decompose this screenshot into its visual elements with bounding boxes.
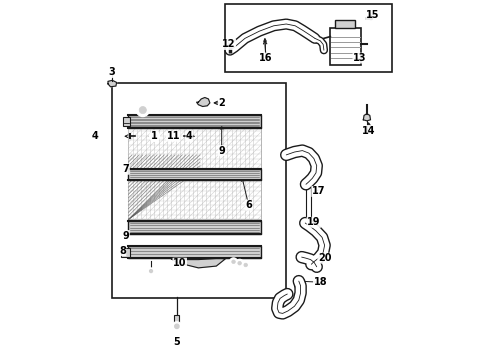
Bar xyxy=(128,169,261,180)
Text: 11: 11 xyxy=(167,131,180,141)
Text: 5: 5 xyxy=(173,337,180,347)
Bar xyxy=(128,221,261,234)
Bar xyxy=(128,246,261,258)
Text: 14: 14 xyxy=(362,126,375,135)
Circle shape xyxy=(172,321,181,331)
Bar xyxy=(335,21,355,28)
Text: 8: 8 xyxy=(119,246,126,256)
Text: 2: 2 xyxy=(219,98,225,108)
Bar xyxy=(122,248,130,257)
Circle shape xyxy=(175,324,179,328)
Text: 1: 1 xyxy=(151,131,158,141)
Circle shape xyxy=(242,261,250,269)
Bar xyxy=(112,83,286,298)
Bar xyxy=(330,28,361,65)
Bar xyxy=(128,128,261,220)
Bar xyxy=(174,315,179,321)
Polygon shape xyxy=(364,114,370,121)
Text: 4: 4 xyxy=(92,131,98,141)
Circle shape xyxy=(139,107,147,114)
Text: 12: 12 xyxy=(222,40,236,49)
Text: 3: 3 xyxy=(108,67,115,77)
Circle shape xyxy=(148,268,154,274)
Circle shape xyxy=(170,132,177,140)
Text: 20: 20 xyxy=(318,253,331,263)
Circle shape xyxy=(244,263,247,267)
Polygon shape xyxy=(108,80,117,87)
Text: 13: 13 xyxy=(353,53,367,63)
Text: 19: 19 xyxy=(307,217,320,227)
Text: 4: 4 xyxy=(186,131,193,141)
Text: 10: 10 xyxy=(173,258,187,268)
Text: 17: 17 xyxy=(312,186,325,197)
Circle shape xyxy=(149,131,160,141)
Circle shape xyxy=(236,259,244,267)
Bar xyxy=(225,4,392,72)
Circle shape xyxy=(149,270,152,273)
Text: 18: 18 xyxy=(314,277,327,287)
Text: 6: 6 xyxy=(245,200,252,210)
Circle shape xyxy=(238,261,242,265)
Polygon shape xyxy=(196,98,210,107)
Text: 16: 16 xyxy=(259,53,272,63)
Text: 15: 15 xyxy=(366,10,379,20)
Text: 9: 9 xyxy=(122,231,129,240)
Bar xyxy=(128,116,261,128)
Text: 7: 7 xyxy=(122,164,129,174)
Text: 9: 9 xyxy=(219,145,225,156)
Polygon shape xyxy=(172,258,225,268)
Circle shape xyxy=(230,258,238,266)
Circle shape xyxy=(232,260,235,264)
Circle shape xyxy=(136,104,149,117)
Circle shape xyxy=(152,134,157,139)
Bar xyxy=(123,117,130,126)
